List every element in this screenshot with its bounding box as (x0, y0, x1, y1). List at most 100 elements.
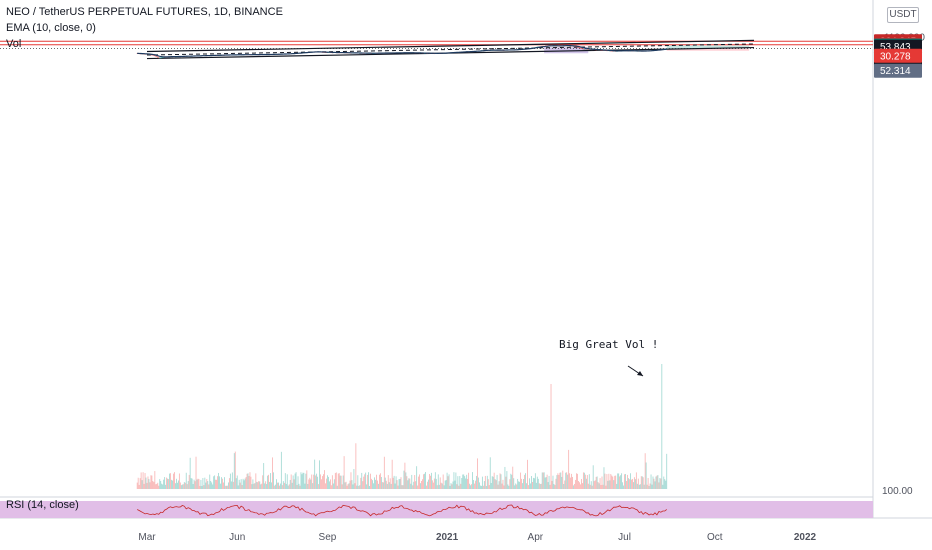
ema-legend[interactable]: EMA (10, close, 0) (6, 22, 96, 34)
volume-bar (399, 478, 401, 489)
volume-legend[interactable]: Vol (6, 38, 22, 50)
volume-bar (624, 474, 625, 489)
volume-bar (198, 479, 200, 489)
volume-bar (603, 467, 605, 489)
volume-bar (630, 473, 631, 489)
candle-body (162, 57, 164, 58)
volume-bar (607, 480, 609, 489)
volume-bar (482, 485, 484, 489)
rsi-legend[interactable]: RSI (14, close) (6, 499, 79, 511)
volume-bar (618, 473, 620, 489)
volume-bar (425, 472, 426, 489)
volume-bar (522, 483, 523, 489)
volume-bar (271, 482, 272, 489)
volume-bar (197, 478, 199, 489)
currency-badge[interactable]: USDT (887, 7, 919, 23)
volume-bar (480, 485, 481, 489)
volume-bar (641, 476, 643, 489)
volume-bar (532, 477, 534, 489)
volume-bar (338, 473, 340, 489)
volume-bar (396, 480, 398, 489)
volume-bar (480, 485, 482, 489)
volume-bar (244, 478, 246, 489)
volume-bar (500, 474, 502, 489)
volume-bar (266, 484, 268, 489)
volume-bar (241, 485, 243, 489)
volume-bar (157, 482, 159, 489)
volume-bar (581, 478, 582, 489)
volume-bar (560, 472, 562, 489)
volume-bar (272, 457, 273, 489)
volume-bar (436, 485, 438, 489)
volume-bar (320, 474, 321, 489)
volume-bar (347, 484, 349, 489)
rsi-line (137, 504, 667, 517)
volume-bar (178, 473, 180, 489)
volume-bar (505, 476, 507, 489)
volume-bar (137, 477, 139, 489)
volume-bar (191, 478, 193, 489)
volume-bar (371, 478, 372, 489)
volume-bar (185, 472, 187, 489)
volume-bar (374, 477, 375, 489)
volume-bar (421, 480, 422, 489)
volume-bar (219, 476, 220, 489)
volume-bar (384, 477, 386, 489)
volume-bar (327, 475, 328, 489)
volume-bar (419, 474, 421, 489)
volume-bar (387, 475, 389, 489)
volume-bar (666, 453, 668, 489)
volume-bar (236, 475, 238, 489)
volume-bar (658, 482, 660, 489)
volume-bar (604, 473, 606, 489)
volume-bar (227, 482, 229, 489)
volume-bar (411, 474, 413, 489)
volume-bar (471, 484, 472, 489)
volume-bar (202, 478, 204, 489)
volume-bar (609, 480, 611, 489)
time-tick-label: Apr (528, 532, 544, 543)
volume-bar (517, 478, 519, 489)
volume-bar (166, 477, 168, 489)
volume-bar (648, 485, 650, 489)
volume-bar (159, 479, 161, 489)
volume-bar (359, 485, 361, 489)
candle-body (595, 49, 597, 51)
volume-bar (507, 484, 509, 489)
volume-bar (489, 457, 491, 489)
volume-bar (265, 481, 267, 489)
volume-bar (487, 479, 489, 489)
volume-bar (375, 479, 376, 489)
volume-bar (195, 456, 197, 489)
annotation-arrowhead (637, 371, 643, 376)
volume-bar (424, 473, 425, 489)
volume-bar (565, 472, 567, 489)
volume-bar (423, 474, 424, 489)
volume-bar (367, 474, 369, 489)
volume-bar (225, 485, 226, 489)
volume-bar (579, 482, 580, 489)
volume-bar (248, 475, 250, 489)
volume-bar (366, 484, 368, 489)
candle-body (573, 46, 575, 47)
volume-bar (605, 485, 607, 489)
volume-bar (385, 480, 387, 489)
volume-bar (645, 462, 647, 489)
volume-bar (253, 483, 255, 489)
volume-bar (476, 475, 477, 489)
volume-bar (550, 384, 552, 489)
symbol-legend[interactable]: NEO / TetherUS PERPETUAL FUTURES, 1D, BI… (6, 6, 283, 18)
volume-bar (173, 473, 174, 489)
candle-body (581, 48, 583, 50)
volume-bar (340, 475, 342, 489)
volume-bar (199, 485, 201, 489)
volume-bar (388, 482, 390, 489)
volume-bar (547, 482, 549, 489)
volume-bar (307, 483, 309, 489)
volume-bar (280, 451, 282, 489)
volume-bar (448, 474, 450, 489)
volume-bar (602, 484, 604, 489)
volume-bar (504, 466, 506, 489)
volume-bar (343, 456, 345, 489)
